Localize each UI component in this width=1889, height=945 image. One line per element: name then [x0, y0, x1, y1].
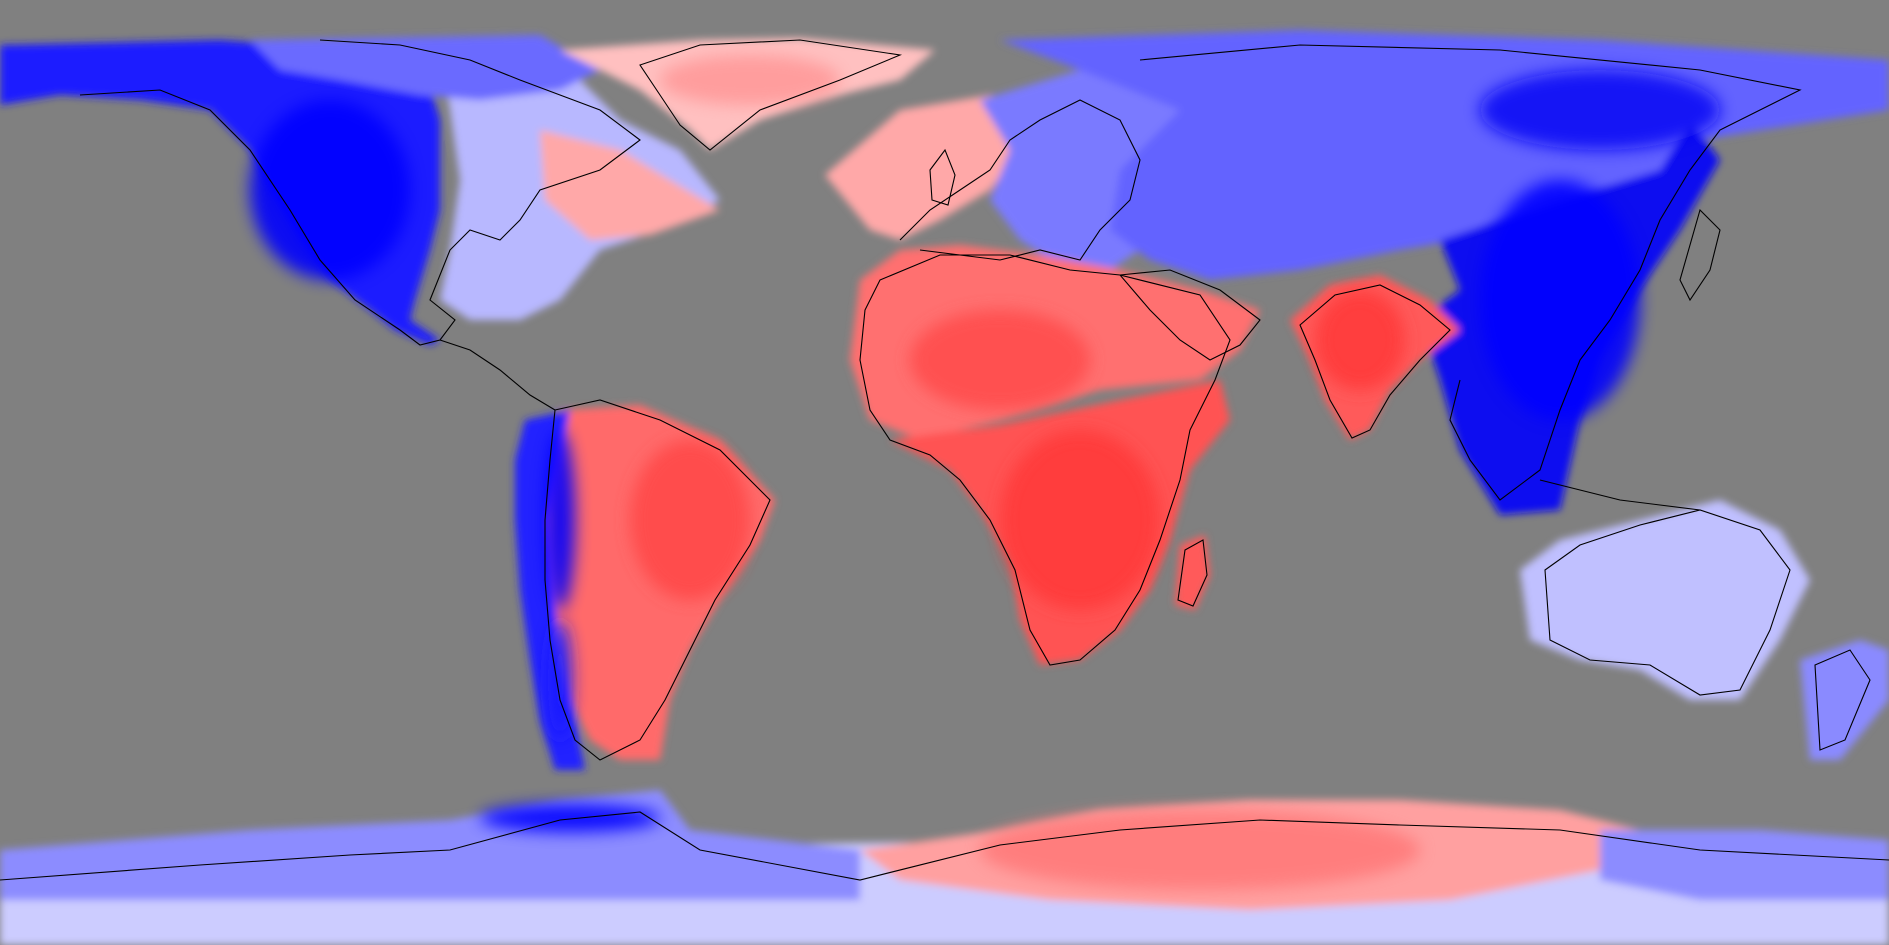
canadian-arctic	[250, 35, 600, 100]
coastlines	[0, 39, 1889, 881]
coast-south-america	[544, 399, 771, 761]
coast-north-america	[79, 39, 641, 346]
data-cores	[250, 55, 1720, 890]
north-atlantic-canada	[540, 130, 720, 240]
madagascar	[1175, 535, 1210, 610]
coast-europe	[899, 99, 1141, 261]
antarctica-east-edge	[1600, 830, 1889, 900]
australia	[1520, 500, 1810, 700]
coast-central-america	[439, 339, 556, 411]
andes	[515, 410, 585, 770]
coast-asia	[1139, 44, 1802, 501]
coast-india	[1299, 284, 1451, 439]
coast-antarctica	[0, 811, 1889, 881]
coast-uk	[929, 148, 956, 206]
coast-madagascar	[1177, 539, 1208, 607]
coast-indonesia	[1539, 479, 1701, 511]
coast-australia	[1544, 509, 1791, 696]
coast-greenland	[639, 39, 903, 151]
coast-new-zealand	[1814, 649, 1871, 751]
coast-arabia	[1118, 269, 1261, 361]
coast-japan	[1679, 208, 1721, 302]
new-zealand	[1800, 640, 1889, 760]
